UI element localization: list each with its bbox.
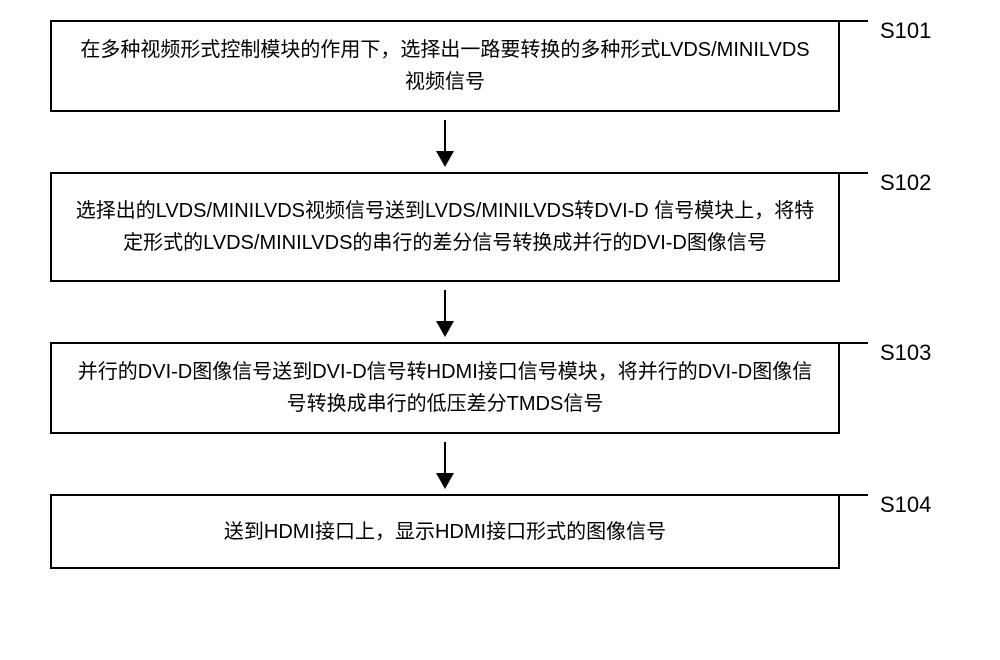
- step-text: 并行的DVI-D图像信号送到DVI-D信号转HDMI接口信号模块，将并行的DVI…: [72, 356, 818, 420]
- arrow-down-icon: [444, 442, 446, 487]
- arrow-wrap: [50, 434, 840, 494]
- step-label-s102: S102: [880, 170, 931, 196]
- step-box-s104: 送到HDMI接口上，显示HDMI接口形式的图像信号: [50, 494, 840, 569]
- label-connector: [838, 494, 868, 512]
- label-connector: [838, 342, 868, 360]
- step-box-s101: 在多种视频形式控制模块的作用下，选择出一路要转换的多种形式LVDS/MINILV…: [50, 20, 840, 112]
- step-label-s104: S104: [880, 492, 931, 518]
- step-text: 在多种视频形式控制模块的作用下，选择出一路要转换的多种形式LVDS/MINILV…: [72, 34, 818, 98]
- step-text: 送到HDMI接口上，显示HDMI接口形式的图像信号: [224, 516, 666, 548]
- arrow-down-icon: [444, 290, 446, 335]
- step-label-s101: S101: [880, 18, 931, 44]
- arrow-wrap: [50, 112, 840, 172]
- arrow-down-icon: [444, 120, 446, 165]
- step-label-s103: S103: [880, 340, 931, 366]
- label-connector: [838, 172, 868, 190]
- flowchart-container: 在多种视频形式控制模块的作用下，选择出一路要转换的多种形式LVDS/MINILV…: [50, 20, 950, 569]
- label-connector: [838, 20, 868, 38]
- arrow-wrap: [50, 282, 840, 342]
- step-box-s103: 并行的DVI-D图像信号送到DVI-D信号转HDMI接口信号模块，将并行的DVI…: [50, 342, 840, 434]
- step-box-s102: 选择出的LVDS/MINILVDS视频信号送到LVDS/MINILVDS转DVI…: [50, 172, 840, 282]
- step-text: 选择出的LVDS/MINILVDS视频信号送到LVDS/MINILVDS转DVI…: [72, 195, 818, 259]
